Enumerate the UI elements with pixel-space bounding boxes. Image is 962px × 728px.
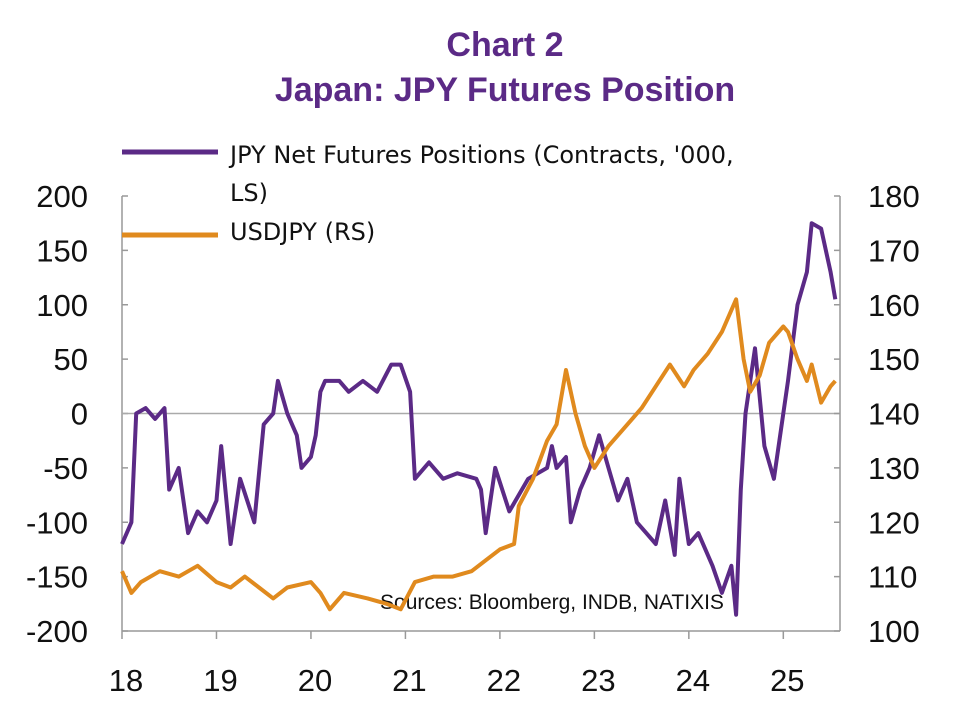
y-tick-label: 150 (36, 233, 88, 268)
y-tick-label: -100 (26, 505, 88, 540)
y2-tick-label: 120 (868, 505, 920, 540)
y2-tick-label: 170 (868, 233, 920, 268)
y2-tick-label: 110 (868, 560, 917, 595)
y-tick-label: 50 (54, 342, 88, 377)
x-tick-label: 21 (392, 663, 426, 698)
y2-tick-label: 140 (868, 397, 920, 432)
chart-subtitle: Japan: JPY Futures Position (275, 71, 735, 109)
y-tick-label: 200 (36, 179, 88, 214)
x-tick-label: 20 (298, 663, 332, 698)
y-tick-label: -200 (26, 614, 88, 649)
annotation: Sources: Bloomberg, INDB, NATIXIS (380, 591, 724, 614)
series-line (120, 221, 838, 617)
x-tick-label: 19 (203, 663, 237, 698)
y-tick-label: 100 (36, 288, 88, 323)
y2-tick-label: 100 (868, 614, 920, 649)
chart-title: Chart 2 (446, 26, 563, 64)
y2-tick-label: 150 (868, 342, 920, 377)
y2-tick-label: 130 (868, 451, 920, 486)
y2-tick-label: 180 (868, 179, 920, 214)
x-tick-label: 25 (770, 663, 804, 698)
x-tick-label: 18 (109, 663, 143, 698)
legend-label: JPY Net Futures Positions (Contracts, '0… (230, 141, 734, 207)
x-tick-label: 23 (581, 663, 615, 698)
y-tick-label: 0 (71, 397, 88, 432)
series-line (120, 297, 837, 612)
legend-label: USDJPY (RS) (230, 218, 376, 246)
y2-tick-label: 160 (868, 288, 920, 323)
x-tick-label: 24 (676, 663, 710, 698)
y-tick-label: -150 (26, 560, 88, 595)
y-tick-label: -50 (43, 451, 88, 486)
x-tick-label: 22 (487, 663, 521, 698)
